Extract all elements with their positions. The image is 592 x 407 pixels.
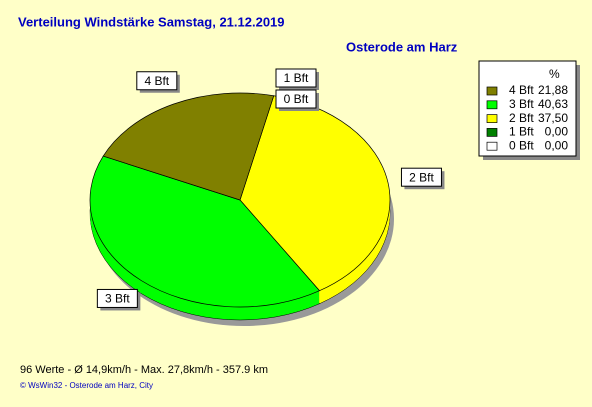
chart-title: Verteilung Windstärke Samstag, 21.12.201… [18,14,285,29]
chart-subtitle: Osterode am Harz [346,39,458,54]
footer: 96 Werte - Ø 14,9km/h - Max. 27,8km/h - … [20,364,268,376]
slice-label: 4 Bft [144,74,169,88]
legend-value: 0,00 [545,125,569,139]
legend-value: 37,50 [538,111,568,125]
legend-swatch [486,141,498,151]
slice-label: 2 Bft [409,170,434,184]
slice-label: 0 Bft [284,92,309,106]
slice [102,92,275,201]
label-box [96,288,138,308]
legend-value: 40,63 [538,97,568,111]
label-box [275,68,317,88]
legend-label: 0 Bft [509,138,534,152]
label-box [400,167,442,187]
legend-swatch [486,100,498,110]
legend-label: 3 Bft [509,97,534,111]
legend-label: 4 Bft [509,83,534,97]
legend-value: 0,00 [545,138,569,152]
legend-swatch [486,114,498,123]
legend-header: % [549,67,560,81]
slice [89,155,321,308]
legend-label: 2 Bft [509,111,534,125]
legend-value: 21,88 [538,83,568,97]
slice-label: 3 Bft [105,292,130,306]
legend-swatch [486,128,498,137]
label-box [136,71,178,91]
slice-label: 1 Bft [284,71,309,85]
copyright: © WsWin32 - Osterode am Harz, City [20,381,153,390]
label-box [275,89,317,109]
legend-swatch [486,86,498,96]
legend-label: 1 Bft [509,125,534,139]
